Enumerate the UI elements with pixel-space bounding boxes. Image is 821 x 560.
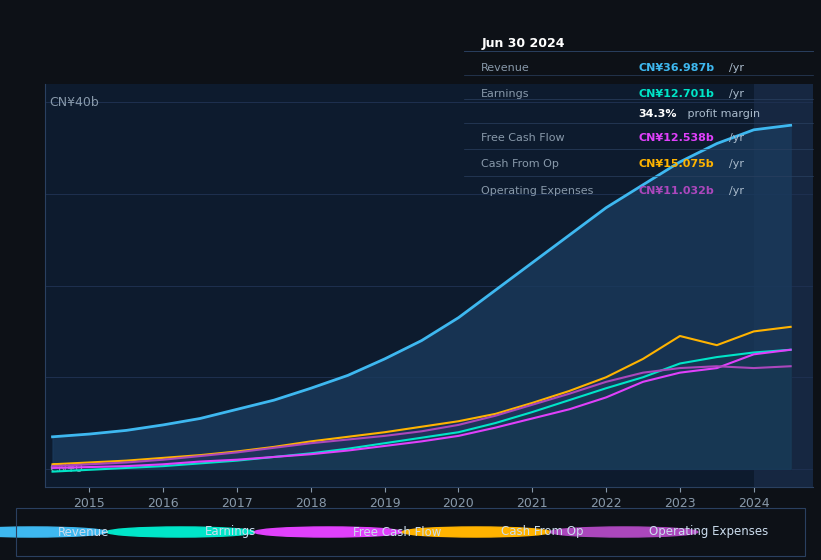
Bar: [754, 84, 813, 487]
Text: CN¥0: CN¥0: [49, 462, 83, 475]
Circle shape: [0, 527, 107, 537]
Text: Revenue: Revenue: [57, 525, 109, 539]
Text: Operating Expenses: Operating Expenses: [481, 186, 594, 195]
Text: /yr: /yr: [729, 63, 744, 73]
Text: /yr: /yr: [729, 160, 744, 170]
Circle shape: [255, 527, 402, 537]
Text: CN¥40b: CN¥40b: [49, 96, 99, 109]
Text: Earnings: Earnings: [481, 89, 530, 99]
Text: /yr: /yr: [729, 89, 744, 99]
Text: Revenue: Revenue: [481, 63, 530, 73]
Text: CN¥12.538b: CN¥12.538b: [639, 133, 714, 143]
Circle shape: [107, 527, 255, 537]
Text: /yr: /yr: [729, 133, 744, 143]
Text: Cash From Op: Cash From Op: [501, 525, 583, 539]
Text: CN¥12.701b: CN¥12.701b: [639, 89, 714, 99]
Text: Jun 30 2024: Jun 30 2024: [481, 36, 565, 49]
Text: Free Cash Flow: Free Cash Flow: [481, 133, 565, 143]
Circle shape: [550, 527, 698, 537]
Text: 34.3%: 34.3%: [639, 109, 677, 119]
Text: Earnings: Earnings: [205, 525, 257, 539]
Text: Operating Expenses: Operating Expenses: [649, 525, 768, 539]
Text: CN¥15.075b: CN¥15.075b: [639, 160, 714, 170]
Circle shape: [402, 527, 550, 537]
Text: /yr: /yr: [729, 186, 744, 195]
Text: Free Cash Flow: Free Cash Flow: [353, 525, 442, 539]
Text: CN¥36.987b: CN¥36.987b: [639, 63, 714, 73]
Text: Cash From Op: Cash From Op: [481, 160, 559, 170]
Text: profit margin: profit margin: [684, 109, 759, 119]
Text: CN¥11.032b: CN¥11.032b: [639, 186, 714, 195]
